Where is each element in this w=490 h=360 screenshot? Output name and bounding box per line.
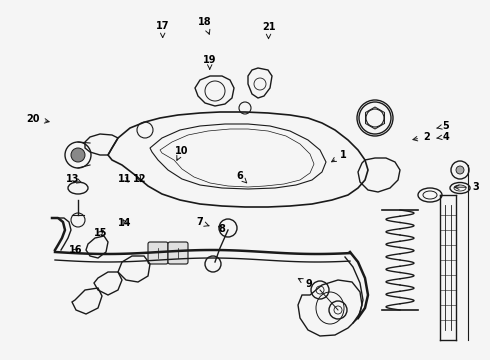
Text: 14: 14 [118, 218, 132, 228]
Text: 19: 19 [203, 55, 217, 69]
Circle shape [456, 166, 464, 174]
Text: 2: 2 [413, 132, 430, 142]
Text: 20: 20 [26, 114, 49, 124]
Text: 1: 1 [332, 150, 346, 162]
Text: 12: 12 [133, 174, 147, 184]
FancyBboxPatch shape [168, 242, 188, 264]
Text: 9: 9 [298, 278, 312, 289]
Text: 10: 10 [174, 146, 188, 160]
Text: 17: 17 [156, 21, 170, 37]
Circle shape [71, 148, 85, 162]
Text: 6: 6 [237, 171, 246, 183]
Text: 4: 4 [437, 132, 449, 142]
Text: 11: 11 [118, 174, 132, 184]
Text: 16: 16 [69, 245, 83, 255]
Text: 21: 21 [262, 22, 275, 39]
Text: 13: 13 [66, 174, 82, 184]
Text: 18: 18 [198, 17, 212, 34]
Text: 7: 7 [196, 217, 209, 228]
Text: 3: 3 [455, 182, 479, 192]
Text: 8: 8 [218, 224, 225, 234]
Text: 15: 15 [94, 228, 107, 238]
FancyBboxPatch shape [148, 242, 168, 264]
Text: 5: 5 [437, 121, 449, 131]
